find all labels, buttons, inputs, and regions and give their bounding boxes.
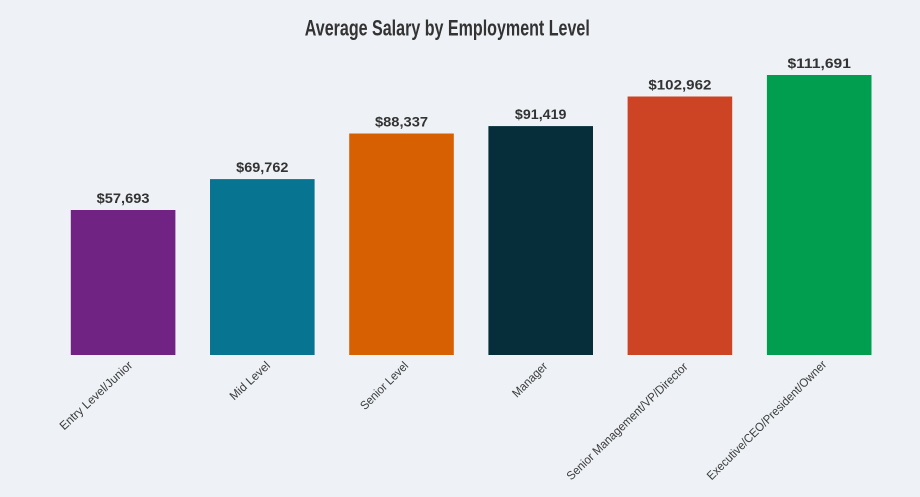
svg-text:$88,337: $88,337 (375, 114, 428, 130)
svg-text:$91,419: $91,419 (515, 106, 567, 122)
svg-text:$69,762: $69,762 (236, 159, 288, 175)
svg-text:Average Salary by Employment L: Average Salary by Employment Level (305, 16, 590, 41)
svg-text:$102,962: $102,962 (648, 77, 711, 93)
svg-text:$57,693: $57,693 (97, 190, 150, 206)
svg-text:$111,691: $111,691 (788, 55, 852, 71)
